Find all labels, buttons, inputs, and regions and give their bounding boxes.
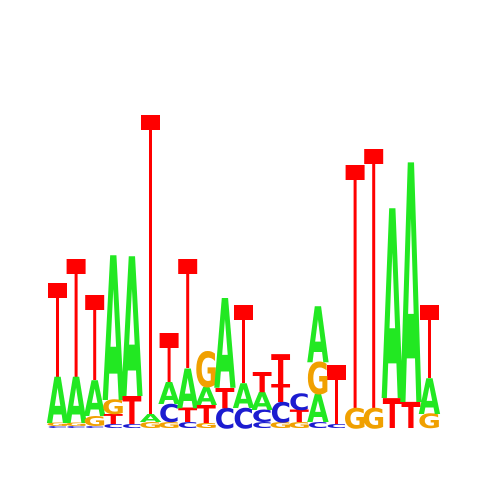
logo-letter-g: G: [158, 420, 181, 430]
logo-letter-a: A: [121, 220, 143, 443]
logo-letter-t: T: [122, 389, 141, 434]
logo-letter-c: C: [326, 423, 347, 430]
letter-layer: CGACGACGACTGACTAGAGCACTAGTAGCTACACCATGCT…: [46, 98, 441, 480]
stem-line: [335, 378, 338, 424]
logo-letter-a: A: [251, 388, 273, 416]
logo-letter-a: A: [102, 217, 124, 448]
logo-letter-a: A: [84, 372, 106, 429]
logo-letter-g: G: [46, 422, 69, 427]
logo-letter-c: C: [252, 420, 272, 430]
logo-letter-a: A: [140, 412, 162, 425]
stem-cap: [327, 365, 346, 380]
stem-cap: [66, 259, 86, 274]
logo-letter-g: G: [362, 402, 385, 435]
logo-letter-c: C: [289, 390, 310, 415]
logo-letter-t: T: [401, 395, 420, 437]
logo-letter-c: C: [233, 402, 253, 435]
stem-cap: [141, 115, 160, 130]
stem-cap: [234, 305, 253, 320]
logo-letter-a: A: [65, 366, 87, 438]
logo-letter-c: C: [47, 426, 68, 429]
stem-cap: [364, 149, 384, 164]
logo-letter-t: T: [197, 401, 216, 429]
logo-letter-a: A: [419, 370, 441, 427]
stem-layer: [48, 115, 439, 424]
logo-letter-g: G: [418, 410, 441, 432]
stem-line: [56, 296, 59, 377]
logo-letter-g: G: [195, 422, 218, 430]
logo-letter-t: T: [253, 366, 272, 399]
logo-letter-a: A: [307, 387, 329, 432]
logo-letter-a: A: [400, 98, 422, 480]
stem-line: [353, 178, 357, 408]
logo-letter-g: G: [195, 344, 218, 399]
logo-letter-c: C: [103, 423, 124, 430]
stem-cap: [345, 165, 365, 180]
logo-letter-a: A: [307, 290, 329, 380]
logo-letter-a: A: [158, 376, 180, 411]
logo-letter-c: C: [66, 426, 87, 429]
logo-letter-g: G: [306, 353, 329, 404]
logo-letter-c: C: [308, 420, 328, 430]
logo-letter-c: C: [122, 423, 143, 430]
logo-letter-c: C: [215, 402, 235, 435]
stem-line: [149, 128, 152, 414]
stem-cap: [85, 295, 105, 310]
logo-letter-g: G: [288, 420, 311, 430]
stem-line: [372, 162, 376, 408]
logo-letter-g: G: [102, 396, 125, 418]
logo-letter-g: G: [269, 420, 292, 430]
logo-letter-c: C: [159, 400, 180, 428]
logo-letter-t: T: [178, 404, 198, 426]
stem-line: [242, 318, 245, 383]
stem-line: [93, 308, 97, 380]
logo-letter-g: G: [83, 414, 106, 430]
logo-letter-c: C: [177, 420, 197, 430]
logo-letter-t: T: [383, 391, 402, 439]
logo-letter-g: G: [344, 402, 367, 435]
logo-letter-g: G: [139, 420, 162, 430]
stem-cap: [48, 283, 67, 298]
stem-line: [167, 346, 171, 382]
logo-letter-t: T: [271, 380, 290, 408]
logo-letter-a: A: [233, 377, 255, 416]
logo-letter-a: A: [195, 383, 217, 411]
stem-line: [428, 318, 431, 378]
logo-letter-t: T: [271, 347, 290, 395]
stem-line: [186, 272, 190, 368]
logo-letter-a: A: [381, 156, 403, 460]
stem-cap: [178, 259, 198, 274]
logo-letter-t: T: [104, 412, 123, 428]
logo-letter-c: C: [84, 426, 105, 429]
stem-line: [74, 272, 78, 377]
logo-letter-t: T: [215, 382, 234, 415]
stem-cap: [159, 333, 179, 348]
logo-letter-c: C: [252, 408, 272, 427]
logo-letter-g: G: [65, 422, 88, 427]
stem-cap: [420, 305, 439, 320]
logo-letter-a: A: [177, 359, 199, 422]
logo-letter-t: T: [290, 408, 310, 427]
logo-letter-a: A: [47, 366, 69, 438]
logo-letter-a: A: [214, 275, 236, 418]
logo-letter-c: C: [270, 396, 290, 429]
